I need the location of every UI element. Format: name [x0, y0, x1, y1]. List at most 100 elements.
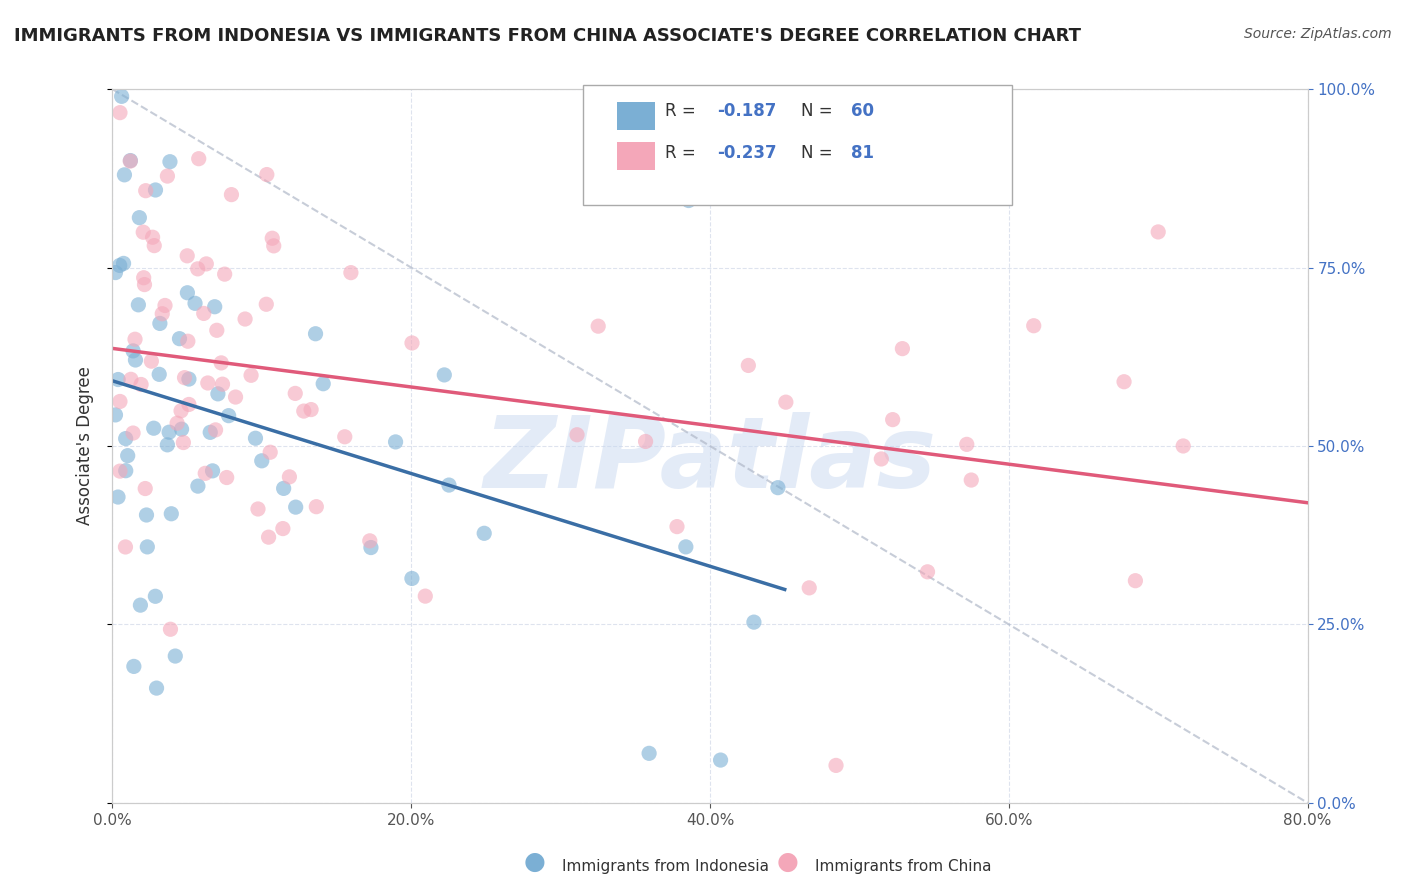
Point — [114, 432, 136, 446]
Point — [145, 183, 167, 197]
Point — [273, 482, 295, 496]
Point — [917, 565, 939, 579]
Point — [233, 312, 256, 326]
Point — [156, 169, 179, 183]
Point — [211, 377, 233, 392]
Point — [1022, 318, 1045, 333]
Point — [737, 359, 759, 373]
Point — [250, 454, 273, 468]
Point — [638, 747, 661, 761]
Point — [129, 598, 152, 612]
Text: N =: N = — [801, 103, 832, 120]
Point — [187, 152, 209, 166]
Point — [870, 452, 893, 467]
Point — [142, 421, 165, 435]
Point — [586, 319, 609, 334]
Point — [159, 154, 181, 169]
Point — [401, 571, 423, 585]
Text: ZIPatlas: ZIPatlas — [484, 412, 936, 508]
Text: ●: ● — [776, 850, 799, 874]
Point — [177, 397, 200, 411]
Point — [278, 470, 301, 484]
Point — [124, 353, 146, 368]
Point — [135, 508, 157, 522]
Point — [565, 427, 588, 442]
Point — [825, 758, 848, 772]
Text: Source: ZipAtlas.com: Source: ZipAtlas.com — [1244, 27, 1392, 41]
Point — [134, 277, 156, 292]
Text: ●: ● — [523, 850, 546, 874]
Point — [221, 187, 243, 202]
Point — [184, 296, 207, 310]
Point — [262, 231, 284, 245]
Point — [135, 184, 157, 198]
Point — [129, 377, 152, 392]
Point — [201, 464, 224, 478]
Text: R =: R = — [665, 145, 696, 162]
Point — [304, 326, 326, 341]
Point — [120, 154, 142, 169]
Point — [215, 470, 238, 484]
Point — [1125, 574, 1147, 588]
Point — [1173, 439, 1195, 453]
Point — [108, 464, 131, 478]
Point — [142, 230, 165, 244]
Point — [104, 408, 127, 422]
Text: Immigrants from China: Immigrants from China — [815, 859, 993, 874]
Point — [891, 342, 914, 356]
Point — [1147, 225, 1170, 239]
Point — [177, 334, 200, 349]
Point — [120, 153, 142, 168]
Point — [176, 249, 198, 263]
Point — [160, 507, 183, 521]
Point — [153, 298, 176, 312]
Y-axis label: Associate's Degree: Associate's Degree — [76, 367, 94, 525]
Text: 81: 81 — [851, 145, 873, 162]
Point — [173, 370, 195, 384]
Point — [197, 376, 219, 390]
Point — [132, 270, 155, 285]
Point — [108, 105, 131, 120]
Point — [187, 479, 209, 493]
Point — [433, 368, 456, 382]
Point — [193, 306, 215, 320]
Point — [678, 194, 700, 208]
Point — [312, 376, 335, 391]
Point — [124, 332, 146, 346]
Point — [177, 372, 200, 386]
Point — [305, 500, 328, 514]
Point — [284, 500, 307, 515]
Point — [225, 390, 247, 404]
Point — [145, 589, 167, 603]
Point — [176, 285, 198, 300]
Point — [108, 259, 131, 273]
Point — [122, 343, 145, 358]
Point — [775, 395, 797, 409]
Point — [166, 416, 188, 430]
Point — [271, 522, 294, 536]
Point — [766, 481, 789, 495]
Point — [170, 422, 193, 436]
Point — [143, 238, 166, 252]
Text: -0.187: -0.187 — [717, 103, 776, 120]
Point — [107, 372, 129, 386]
Point — [634, 434, 657, 449]
Point — [333, 430, 356, 444]
Point — [246, 502, 269, 516]
Text: R =: R = — [665, 103, 696, 120]
Point — [675, 540, 697, 554]
Point — [256, 168, 278, 182]
Point — [960, 473, 983, 487]
Point — [114, 168, 135, 182]
Point — [401, 335, 423, 350]
Point — [882, 412, 904, 426]
Point — [145, 681, 167, 695]
Point — [292, 404, 315, 418]
Point — [956, 437, 979, 451]
Point — [284, 386, 307, 401]
Point — [209, 356, 232, 370]
Point — [359, 533, 381, 548]
Point — [114, 540, 136, 554]
Point — [117, 449, 139, 463]
Point — [187, 261, 209, 276]
